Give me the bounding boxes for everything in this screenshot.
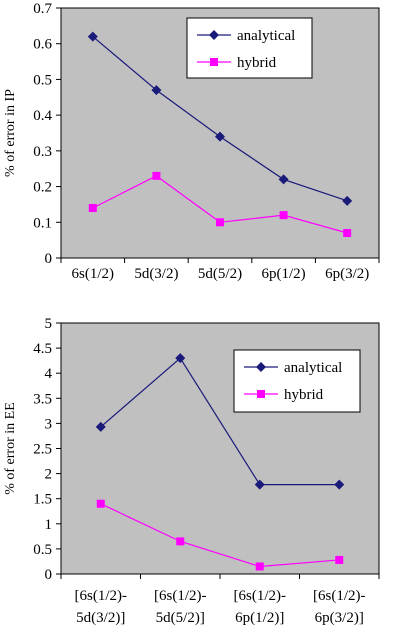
x-tick-label: 5d(5/2) [198,266,242,282]
x-tick-label: 5d(5/2)] [156,610,205,626]
y-tick-label: 0.7 [33,1,52,17]
x-tick-label: [6s(1/2)- [154,588,207,604]
data-point-hybrid [335,555,344,564]
y-tick-label: 0.5 [33,542,52,558]
y-tick-label: 0.5 [33,72,52,88]
y-tick-label: 0.6 [33,37,52,53]
data-point-analytical [175,353,186,364]
data-point-hybrid [343,229,352,237]
y-tick-label: 0.3 [33,144,52,160]
series-group [95,353,345,571]
data-point-hybrid [152,171,161,180]
y-tick-label: 5 [45,316,53,332]
chart-ee-error: 0 0.5 1 1.5 2 2.5 3 3.5 4 4.5 5 [6s(1/2)- 5d(3/2)] [6… [3,316,380,626]
data-point-analytical [95,421,106,432]
series-line-hybrid [100,503,340,568]
x-tick-label: 6p(3/2) [325,266,369,282]
y-tick-label: 2.5 [33,442,52,458]
x-tick-label: 6s(1/2) [72,266,115,282]
x-tick-label: 6p(3/2)] [315,610,364,626]
x-tick-label: [6s(1/2)- [313,588,366,604]
data-point-analytical [334,479,345,490]
y-tick-label: 0 [45,567,53,583]
y-tick-label: 0.2 [33,180,52,196]
data-point-hybrid [255,562,264,571]
legend-box [186,17,313,79]
legend-marker-analytical [209,30,219,40]
legend-label-analytical: analytical [237,28,295,44]
x-tick-label: 6p(1/2)] [235,610,284,626]
series-line-analytical [100,357,340,486]
data-point-analytical [254,479,265,490]
x-tick-label: [6s(1/2)- [75,588,128,604]
y-tick-label: 2 [45,467,53,483]
x-tick-label: 5d(3/2) [134,266,178,282]
data-point-hybrid [176,537,185,546]
y-tick-label: 0.4 [33,108,52,124]
y-axis-label: % of error in IP [3,89,18,177]
data-point-analytical [151,85,162,96]
data-point-hybrid [88,204,97,212]
x-tick-label: 5d(3/2)] [76,610,125,626]
data-point-hybrid [216,218,224,227]
y-tick-label: 0 [45,251,53,267]
x-tick-label: 6p(1/2) [262,266,306,282]
y-tick-label: 4 [45,366,53,382]
legend-label-hybrid: hybrid [237,55,277,71]
y-axis-label: % of error in EE [3,402,18,495]
y-tick-label: 0.1 [33,215,52,231]
y-tick-label: 3 [45,416,53,432]
data-point-analytical [87,31,98,42]
y-tick-label: 1 [45,517,53,533]
legend-label-hybrid: hybrid [284,387,324,403]
data-point-analytical [278,174,289,185]
legend-marker-hybrid [257,390,265,398]
chart-ip-error: 0 0.1 0.2 0.3 0.4 0.5 0.6 0.7 6s(1/2) 5d(3/2) 5d(5… [3,1,380,282]
legend-marker-analytical [256,362,266,372]
y-tick-label: 4.5 [33,341,52,357]
legend-box [233,349,361,413]
legend: analytical hybrid [186,17,313,79]
legend-label-analytical: analytical [284,360,342,376]
series-group [87,31,353,237]
data-point-hybrid [279,211,288,220]
legend-marker-hybrid [210,58,218,66]
y-tick-label: 1.5 [33,492,52,508]
data-point-analytical [215,131,225,142]
x-tick-label: [6s(1/2)- [234,588,287,604]
data-point-hybrid [96,499,105,508]
data-point-analytical [342,195,353,206]
y-tick-label: 3.5 [33,391,52,407]
legend: analytical hybrid [233,349,361,413]
